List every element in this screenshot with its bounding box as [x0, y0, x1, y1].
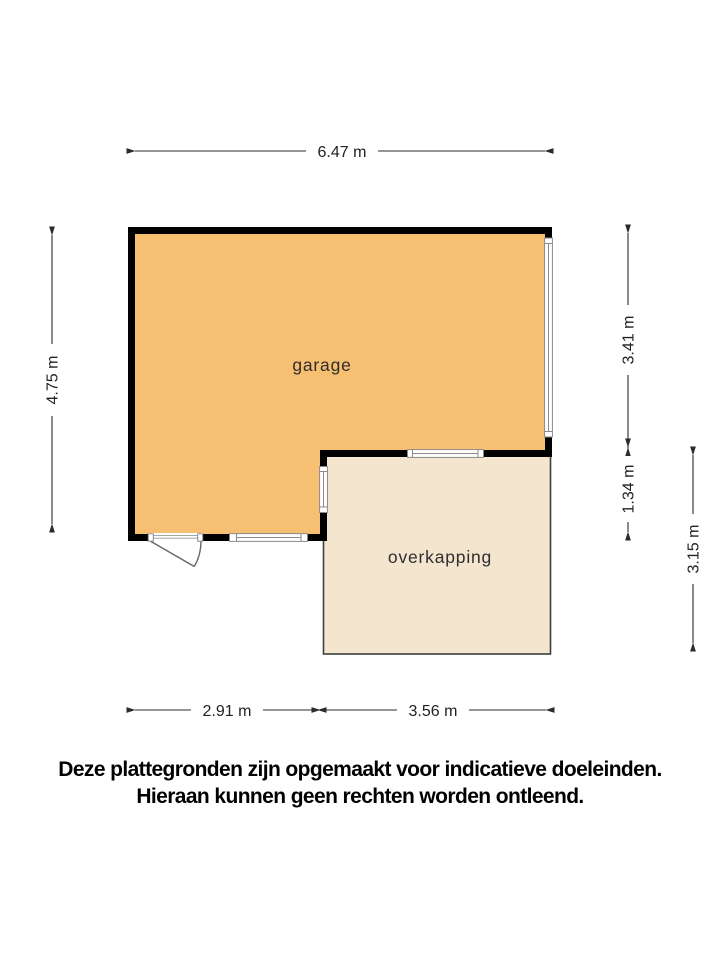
dimension-bottom-left: 2.91 m [126, 697, 327, 723]
room-overkapping [322, 452, 552, 655]
window-bottom-wall [229, 533, 308, 542]
dimension-left-label: 4.75 m [45, 356, 62, 405]
room-label-overkapping: overkapping [388, 547, 492, 567]
dimension-right-outer-label: 3.15 m [686, 525, 703, 574]
disclaimer-line-1: Deze plattegronden zijn opgemaakt voor i… [58, 758, 662, 781]
floor-plan-canvas: 6.47 m 4.75 m 3.41 m 1.34 m 3.15 m 2.91 … [38, 138, 707, 723]
window-right-wall [544, 237, 553, 438]
dimension-bottom-right: 3.56 m [311, 697, 555, 723]
room-label-garage: garage [292, 355, 351, 375]
dimension-top: 6.47 m [126, 138, 554, 164]
dimension-bottom-left-label: 2.91 m [203, 703, 252, 720]
dimension-top-label: 6.47 m [318, 144, 367, 161]
window-overkapping-left-wall [319, 466, 328, 513]
dimension-right-upper: 3.41 m [614, 224, 642, 457]
dimension-right-upper-label: 3.41 m [621, 316, 638, 365]
dimension-right-lower: 1.34 m [614, 438, 642, 541]
door [147, 533, 204, 568]
door-swing-icon [150, 540, 202, 568]
dimension-left: 4.75 m [38, 226, 66, 533]
dimension-bottom-right-label: 3.56 m [409, 703, 458, 720]
disclaimer-line-2: Hieraan kunnen geen rechten worden ontle… [136, 785, 584, 808]
dimension-right-lower-label: 1.34 m [621, 465, 638, 514]
floor-plan: 6.47 m 4.75 m 3.41 m 1.34 m 3.15 m 2.91 … [38, 138, 707, 723]
dimension-right-outer: 3.15 m [679, 446, 707, 652]
disclaimer-text: Deze plattegronden zijn opgemaakt voor i… [0, 756, 720, 810]
window-overkapping-top-wall [407, 449, 484, 458]
room-garage [135, 234, 545, 534]
